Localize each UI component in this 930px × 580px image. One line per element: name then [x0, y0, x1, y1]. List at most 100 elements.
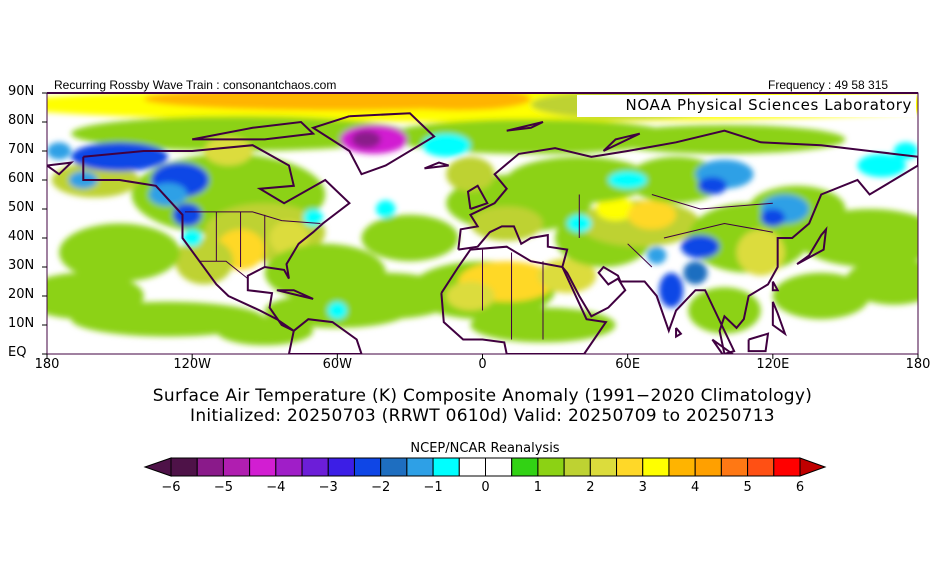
lat-label: EQ	[8, 345, 27, 360]
anomaly-region	[204, 136, 253, 166]
colorbar-label: 1	[533, 480, 543, 495]
lat-label: 70N	[8, 142, 35, 157]
colorbar-box	[196, 457, 224, 477]
colorbar-box	[511, 457, 539, 477]
colorbar-label: 4	[691, 480, 700, 495]
coastline	[287, 318, 363, 354]
anomaly-region	[797, 209, 918, 267]
anomaly-region	[506, 156, 652, 204]
lat-label: 90N	[8, 84, 35, 99]
lat-label: 30N	[8, 258, 35, 273]
coastline	[747, 332, 770, 353]
anomaly-region	[446, 281, 495, 311]
anomaly-region	[603, 124, 846, 154]
coastline	[466, 184, 489, 210]
anomaly-region	[760, 209, 785, 227]
anomaly-region	[857, 153, 906, 178]
colorbar-box	[249, 457, 277, 477]
coastline	[191, 120, 316, 141]
anomaly-region	[172, 203, 202, 227]
colorbar-box	[747, 457, 775, 477]
anomaly-region	[608, 171, 648, 189]
colorbar-label: 0	[481, 480, 490, 495]
colorbar-box	[327, 457, 355, 477]
anomaly-region	[683, 261, 708, 285]
coastline	[47, 161, 75, 176]
anomaly-region	[71, 301, 265, 337]
colorbar-box	[720, 457, 749, 477]
lat-label: 60N	[8, 171, 35, 186]
anomaly-region	[772, 272, 870, 320]
colorbar-box	[616, 457, 644, 477]
anomaly-region	[303, 209, 323, 227]
anomaly-region	[697, 177, 727, 195]
lab-label: NOAA Physical Sciences Laboratory	[625, 96, 912, 114]
colorbar-box	[537, 457, 565, 477]
lon-label: 180	[905, 357, 930, 372]
colorbar-box	[275, 457, 303, 477]
anomaly-region	[376, 200, 396, 218]
colorbar-label: −3	[318, 480, 338, 495]
coastline	[440, 245, 608, 354]
coastline	[675, 327, 683, 339]
colorbar-box	[406, 457, 434, 477]
lon-label: 60E	[615, 357, 641, 372]
anomaly-region	[351, 130, 381, 149]
lat-label: 10N	[8, 316, 35, 331]
anomaly-region	[736, 229, 785, 276]
colorbar-label: −5	[213, 480, 233, 495]
colorbar-box	[301, 457, 329, 477]
anomaly-region	[470, 206, 543, 241]
map-title: Surface Air Temperature (K) Composite An…	[152, 386, 813, 406]
anomaly-region	[361, 214, 459, 262]
colorbar-box	[642, 457, 670, 477]
border-line	[184, 211, 321, 224]
colorbar-box	[458, 457, 486, 477]
lat-label: 50N	[8, 200, 35, 215]
colorbar-box	[563, 457, 591, 477]
lon-label: 180	[34, 357, 60, 372]
anomaly-region	[269, 220, 309, 256]
lat-label: 80N	[8, 113, 35, 128]
lon-label: 0	[478, 357, 487, 372]
lat-label: 20N	[8, 287, 35, 302]
anomaly-region	[627, 200, 677, 230]
map-subtitle: Initialized: 20250703 (RRWT 0610d) Valid…	[190, 406, 775, 426]
colorbar-label: −4	[266, 480, 286, 495]
anomaly-region	[327, 301, 348, 320]
colorbar-label: 3	[638, 480, 647, 495]
colorbar-title: NCEP/NCAR Reanalysis	[410, 441, 560, 456]
anomaly-region	[446, 156, 495, 192]
colorbar-box	[222, 457, 251, 477]
anomaly-region	[59, 223, 181, 282]
colorbar-box	[589, 457, 618, 477]
anomaly-region	[71, 142, 168, 172]
colorbar-box	[694, 457, 722, 477]
coastline	[310, 112, 436, 176]
coastline	[796, 226, 828, 265]
coastline	[711, 338, 735, 354]
border-line	[627, 243, 653, 268]
colorbar-label: −1	[423, 480, 443, 495]
colorbar-box	[353, 457, 382, 477]
colorbar-label: 6	[795, 480, 805, 495]
anomaly-region	[182, 229, 202, 247]
colorbar-box	[432, 457, 460, 477]
colorbar-under-triangle	[143, 457, 172, 477]
lat-label: 40N	[8, 229, 35, 244]
anomaly-region	[216, 316, 314, 346]
anomaly-region	[422, 133, 471, 157]
coastline	[276, 289, 314, 300]
anomaly-region	[647, 246, 667, 265]
anomaly-region	[47, 142, 72, 160]
colorbar	[143, 457, 827, 477]
header-left-text: Recurring Rossby Wave Train : consonantc…	[54, 78, 337, 92]
border-line	[199, 260, 249, 279]
coastline	[82, 144, 351, 332]
border-line	[651, 194, 773, 210]
header-right-text: Frequency : 49 58 315	[768, 78, 889, 92]
lon-label: 120E	[756, 357, 790, 372]
coastline	[771, 281, 780, 292]
colorbar-box	[668, 457, 696, 477]
colorbar-box	[485, 457, 513, 477]
